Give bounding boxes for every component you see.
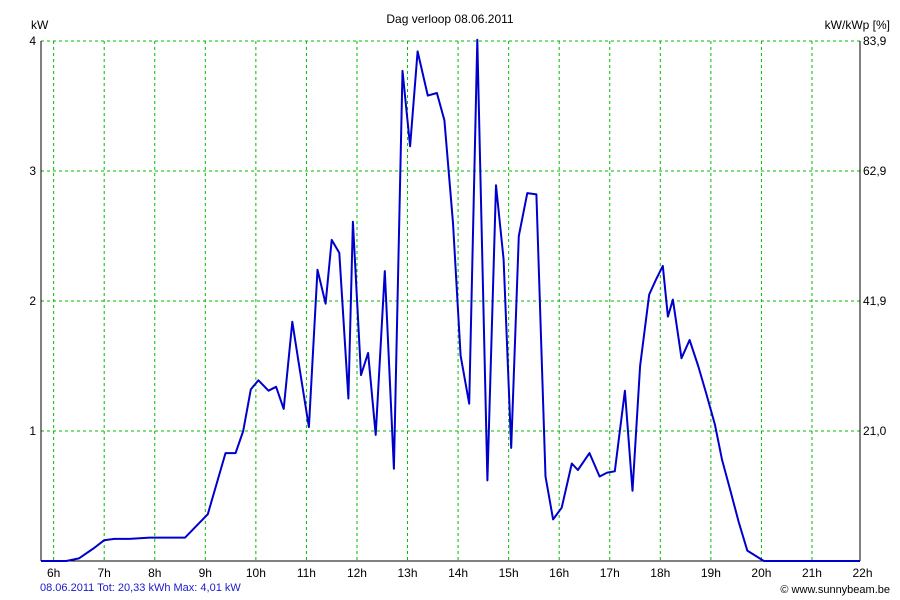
y-tick-label-left: 2: [29, 294, 36, 308]
x-tick-label: 10h: [246, 566, 266, 580]
tick-labels: 6h 7h 8h 9h 10h 11h 12h 13h 14h 15h 16h 17h 18h 19h 20…: [29, 34, 886, 580]
x-tick-label: 22h: [853, 566, 873, 580]
x-tick-label: 19h: [701, 566, 721, 580]
copyright-link[interactable]: © www.sunnybeam.be: [780, 584, 890, 596]
grid: [41, 40, 860, 561]
y-axis-label-left: kW: [31, 18, 49, 32]
y-tick-label-right: 21,0: [863, 424, 887, 438]
x-tick-label: 20h: [751, 566, 771, 580]
y-tick-label-left: 1: [29, 424, 36, 438]
daily-summary: 08.06.2011 Tot: 20,33 kWh Max: 4,01 kW: [40, 582, 241, 594]
x-tick-label: 7h: [98, 566, 111, 580]
y-axis-label-right: kW/kWp [%]: [824, 18, 890, 32]
x-tick-label: 6h: [47, 566, 60, 580]
x-tick-label: 12h: [347, 566, 367, 580]
x-tick-label: 17h: [600, 566, 620, 580]
series-layer: [41, 38, 860, 562]
power-series-line-0: [41, 38, 860, 562]
chart-title: Dag verloop 08.06.2011: [386, 12, 514, 26]
x-tick-label: 13h: [398, 566, 418, 580]
x-tick-label: 11h: [297, 566, 316, 580]
axes: [40, 41, 861, 562]
x-tick-label: 16h: [549, 566, 569, 580]
x-tick-label: 14h: [448, 566, 468, 580]
x-tick-label: 15h: [499, 566, 519, 580]
x-tick-label: 8h: [148, 566, 161, 580]
y-tick-label-left: 4: [29, 34, 36, 48]
y-tick-label-right: 83,9: [863, 34, 887, 48]
x-tick-label: 21h: [802, 566, 822, 580]
x-tick-label: 9h: [199, 566, 212, 580]
x-tick-label: 18h: [650, 566, 670, 580]
y-tick-label-right: 62,9: [863, 164, 887, 178]
y-tick-label-left: 3: [29, 164, 36, 178]
y-tick-label-right: 41,9: [863, 294, 887, 308]
